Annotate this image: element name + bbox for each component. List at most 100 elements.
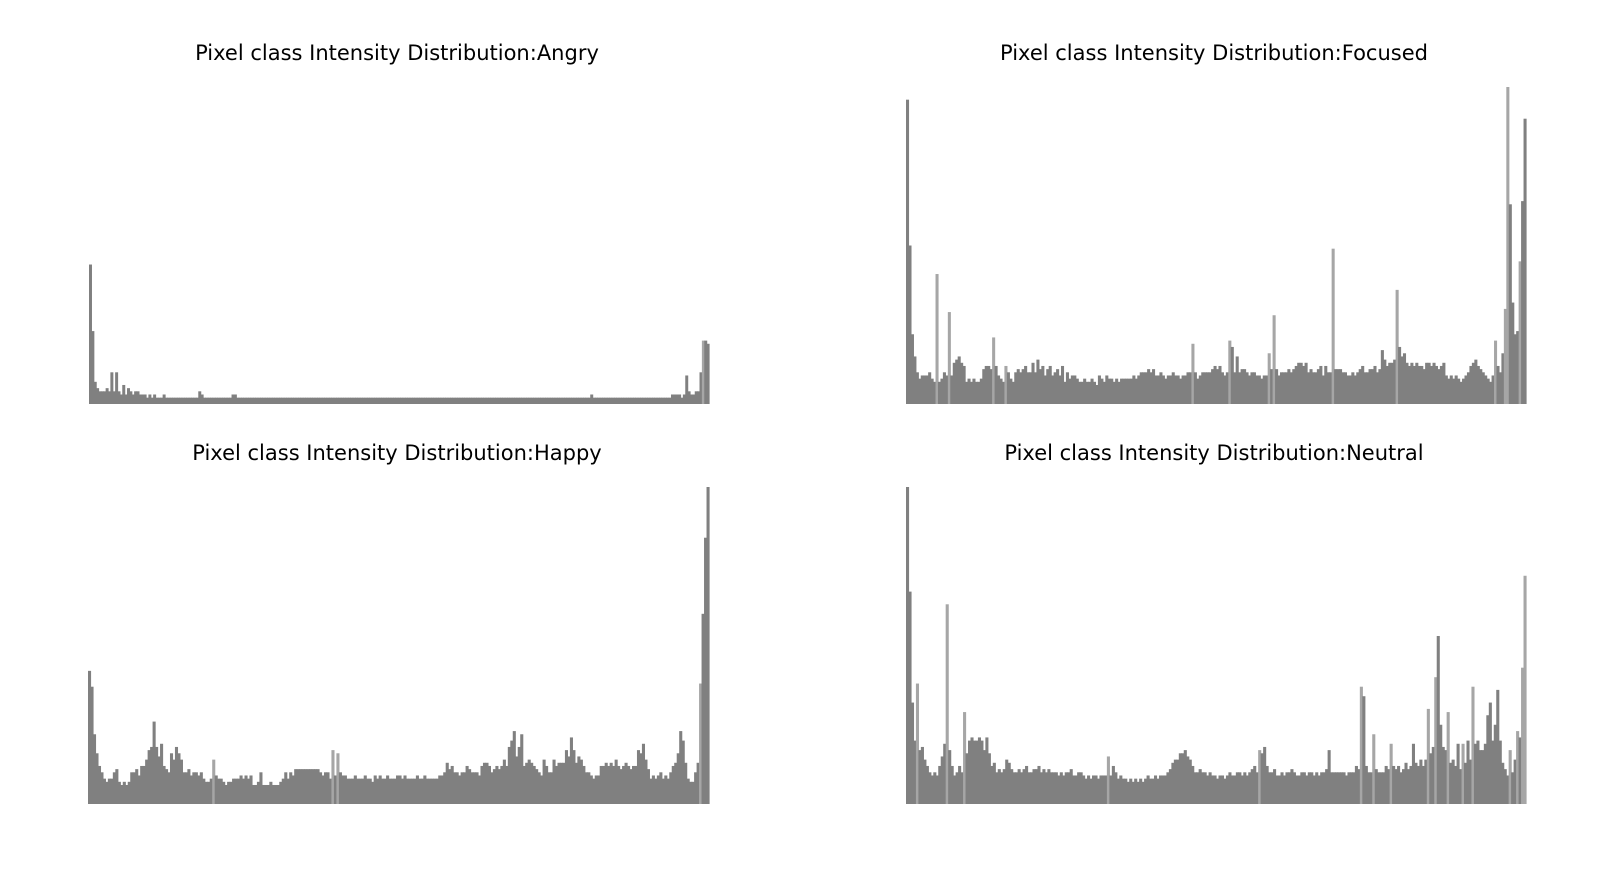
bar-angry-197 [556,397,560,404]
bar-angry-68 [250,397,254,404]
bar-neutral-249 [1523,575,1527,804]
bar-happy-205 [597,775,601,804]
bar-angry-20 [136,391,140,404]
bar-angry-137 [414,397,418,404]
bar-angry-161 [471,397,475,404]
bar-angry-187 [533,397,537,404]
bar-neutral-107 [1171,762,1175,804]
bar-happy-195 [572,750,576,804]
bar-angry-225 [623,397,627,404]
bar-angry-207 [580,397,584,404]
bar-neutral-62 [1059,772,1063,804]
bar-angry-109 [347,397,351,404]
bar-happy-215 [622,765,626,804]
bar-neutral-109 [1176,759,1180,804]
bar-focused-8 [925,375,929,404]
bar-focused-87 [1120,378,1124,404]
bar-happy-61 [239,775,243,804]
bar-neutral-65 [1067,772,1071,804]
bar-happy-228 [654,778,658,804]
bar-focused-154 [1284,372,1288,404]
bar-happy-185 [547,772,551,804]
bar-happy-237 [676,753,680,804]
bar-focused-158 [1294,365,1298,404]
bar-focused-211 [1425,362,1429,404]
bar-angry-136 [412,397,416,404]
bar-neutral-138 [1248,772,1252,804]
bar-focused-101 [1154,375,1158,404]
bar-focused-32 [984,365,988,404]
bar-focused-29 [977,381,981,404]
bar-angry-11 [115,372,119,404]
bar-neutral-50 [1030,772,1034,804]
bar-neutral-180 [1352,772,1356,804]
bar-focused-172 [1329,372,1333,404]
bar-angry-169 [490,397,494,404]
bar-neutral-190 [1377,772,1381,804]
bar-angry-175 [504,397,508,404]
bar-neutral-228 [1471,686,1475,804]
bar-happy-241 [686,778,690,804]
bar-happy-48 [207,781,211,804]
bar-focused-151 [1277,375,1281,404]
bar-angry-6 [103,391,107,404]
bar-happy-229 [656,775,660,804]
bar-focused-210 [1422,369,1426,404]
bar-angry-212 [592,397,596,404]
bar-happy-76 [276,784,280,804]
bar-focused-73 [1085,381,1089,404]
bar-focused-51 [1031,362,1035,404]
bar-angry-112 [355,397,359,404]
bar-happy-113 [368,778,372,804]
bar-angry-221 [613,397,617,404]
bar-focused-220 [1447,378,1451,404]
bar-neutral-230 [1476,740,1480,804]
bar-focused-196 [1388,362,1392,404]
bar-focused-162 [1304,362,1308,404]
bar-angry-249 [680,397,684,404]
bar-happy-124 [396,775,400,804]
bar-angry-58 [226,397,230,404]
bar-neutral-86 [1119,775,1123,804]
bar-happy-180 [535,769,539,804]
bar-happy-154 [470,772,474,804]
bar-neutral-187 [1369,772,1373,804]
bar-angry-53 [214,397,218,404]
bar-focused-127 [1218,365,1222,404]
panel-title-happy: Pixel class Intensity Distribution:Happy [192,441,601,465]
bar-focused-119 [1198,375,1202,404]
bar-neutral-72 [1084,778,1088,804]
bar-focused-97 [1144,372,1148,404]
bar-focused-26 [969,381,974,404]
bar-neutral-110 [1178,753,1182,804]
bar-happy-123 [393,778,397,804]
bar-happy-246 [699,683,703,804]
bar-neutral-114 [1188,759,1192,804]
bar-neutral-238 [1496,689,1500,804]
bar-neutral-70 [1079,772,1083,804]
bar-happy-26 [152,721,156,804]
bar-focused-231 [1474,359,1478,404]
bar-angry-125 [385,397,389,404]
bar-focused-5 [918,378,922,404]
bar-happy-42 [192,772,196,804]
bar-neutral-45 [1017,769,1021,804]
bar-neutral-154 [1287,772,1291,804]
bar-neutral-34 [990,765,994,804]
bar-focused-177 [1341,372,1345,404]
bar-happy-244 [694,772,698,804]
bar-happy-77 [279,781,283,804]
bar-angry-208 [583,397,587,404]
bar-focused-19 [952,362,956,404]
bar-neutral-75 [1092,775,1096,804]
bar-neutral-226 [1466,740,1470,804]
bar-happy-167 [502,759,506,804]
bar-happy-230 [659,772,663,804]
bar-focused-54 [1038,369,1042,404]
bar-angry-219 [609,397,613,404]
bar-happy-111 [363,775,367,804]
bar-focused-226 [1462,378,1466,404]
bar-neutral-36 [995,772,999,804]
bar-angry-253 [690,394,693,404]
